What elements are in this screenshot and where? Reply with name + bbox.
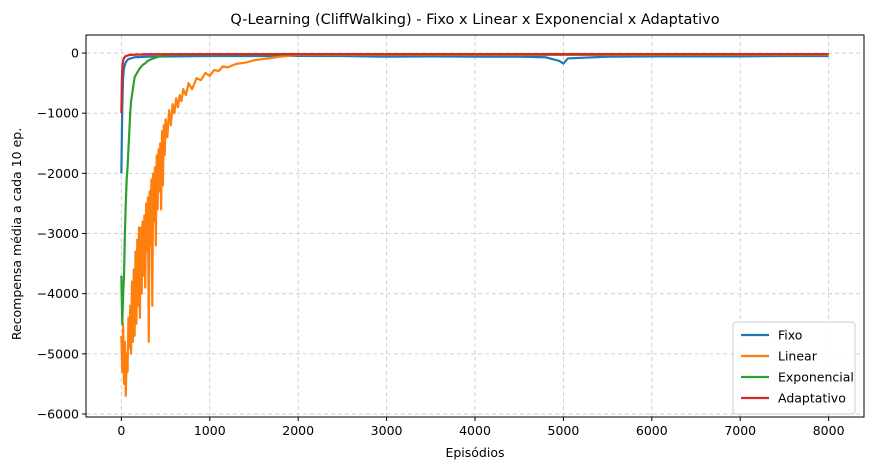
y-tick-label: −6000 <box>37 406 79 421</box>
x-tick-label: 8000 <box>813 423 845 438</box>
y-tick-label: −3000 <box>37 226 79 241</box>
chart-title: Q-Learning (CliffWalking) - Fixo x Linea… <box>230 12 719 28</box>
legend-entry: Adaptativo <box>778 391 846 406</box>
legend: Fixo Linear Exponencial Adaptativo <box>732 321 856 415</box>
series-line-adaptativo <box>120 53 829 114</box>
y-axis-label: Recompensa média a cada 10 ep. <box>9 128 24 340</box>
x-tick-label: 1000 <box>194 423 226 438</box>
x-tick-label: 4000 <box>459 423 491 438</box>
legend-entry: Fixo <box>778 328 802 343</box>
legend-box <box>732 321 856 415</box>
x-axis-ticks: 0 1000 2000 3000 4000 5000 6000 7000 8000 <box>117 417 845 438</box>
y-tick-label: −2000 <box>37 166 79 181</box>
y-tick-label: 0 <box>71 46 79 61</box>
y-tick-label: −5000 <box>37 346 79 361</box>
series-line-linear <box>120 53 829 398</box>
y-tick-label: −4000 <box>37 286 79 301</box>
series-lines <box>120 53 829 398</box>
x-tick-label: 7000 <box>724 423 756 438</box>
legend-entry: Exponencial <box>778 370 854 385</box>
series-line-fixo <box>120 54 829 174</box>
x-axis-label: Episódios <box>445 445 504 460</box>
x-tick-label: 2000 <box>282 423 314 438</box>
y-tick-label: −1000 <box>37 106 79 121</box>
x-tick-label: 5000 <box>548 423 580 438</box>
y-axis-ticks: −6000 −5000 −4000 −3000 −2000 −1000 0 <box>37 46 86 421</box>
x-tick-label: 6000 <box>636 423 668 438</box>
legend-entry: Linear <box>778 349 818 364</box>
x-tick-label: 3000 <box>371 423 403 438</box>
x-tick-label: 0 <box>117 423 125 438</box>
